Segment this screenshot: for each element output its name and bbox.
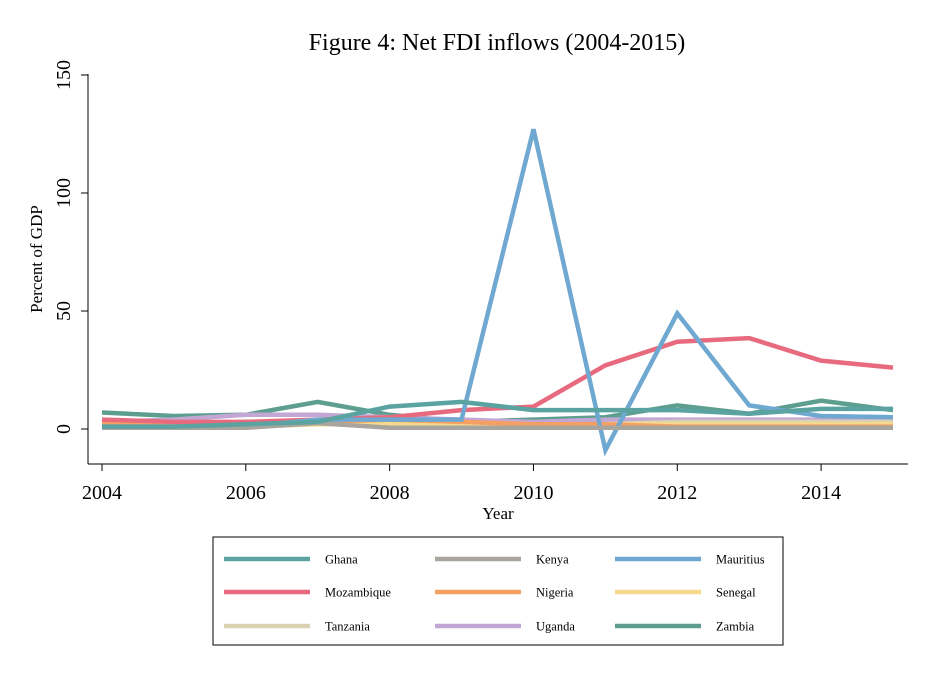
legend-label-ghana: Ghana [325, 553, 358, 567]
x-tick-label: 2006 [226, 482, 266, 504]
legend: Ghana Kenya Mauritius Mozambique Nigeria Sene… [212, 536, 784, 646]
x-tick-label: 2012 [657, 482, 697, 504]
y-axis-ticks: 0 50 100 150 [53, 60, 88, 434]
x-tick-label: 2008 [370, 482, 410, 504]
chart-title: Figure 4: Net FDI inflows (2004-2015) [309, 30, 686, 56]
legend-label-kenya: Kenya [536, 553, 569, 567]
legend-label-zambia: Zambia [716, 620, 755, 634]
plot-area: 0 50 100 150 2004 2006 2008 2010 2012 2014 [53, 60, 908, 504]
legend-label-senegal: Senegal [716, 586, 756, 600]
legend-items: Ghana Kenya Mauritius Mozambique Nigeria Sene… [224, 553, 765, 634]
legend-label-tanzania: Tanzania [325, 620, 370, 634]
legend-label-nigeria: Nigeria [536, 586, 574, 600]
y-tick-label: 0 [53, 424, 75, 434]
y-tick-label: 100 [53, 178, 75, 208]
y-tick-label: 50 [53, 301, 75, 321]
x-axis-title: Year [482, 504, 514, 523]
x-tick-label: 2014 [801, 482, 841, 504]
series-line-mauritius [102, 128, 894, 457]
x-tick-label: 2010 [513, 482, 553, 504]
x-tick-label: 2004 [82, 482, 122, 504]
series-line-uganda [101, 412, 893, 425]
legend-label-mozambique: Mozambique [325, 586, 391, 600]
legend-label-mauritius: Mauritius [716, 553, 765, 567]
y-axis-title: Percent of GDP [27, 205, 46, 313]
series-lines [101, 128, 894, 457]
series-line-kenya [102, 420, 893, 431]
series-line-ghana [102, 399, 893, 429]
series-line-mozambique [101, 335, 894, 425]
x-axis-ticks: 2004 2006 2008 2010 2012 2014 [82, 464, 841, 504]
legend-label-uganda: Uganda [536, 620, 575, 634]
y-tick-label: 150 [53, 60, 75, 90]
